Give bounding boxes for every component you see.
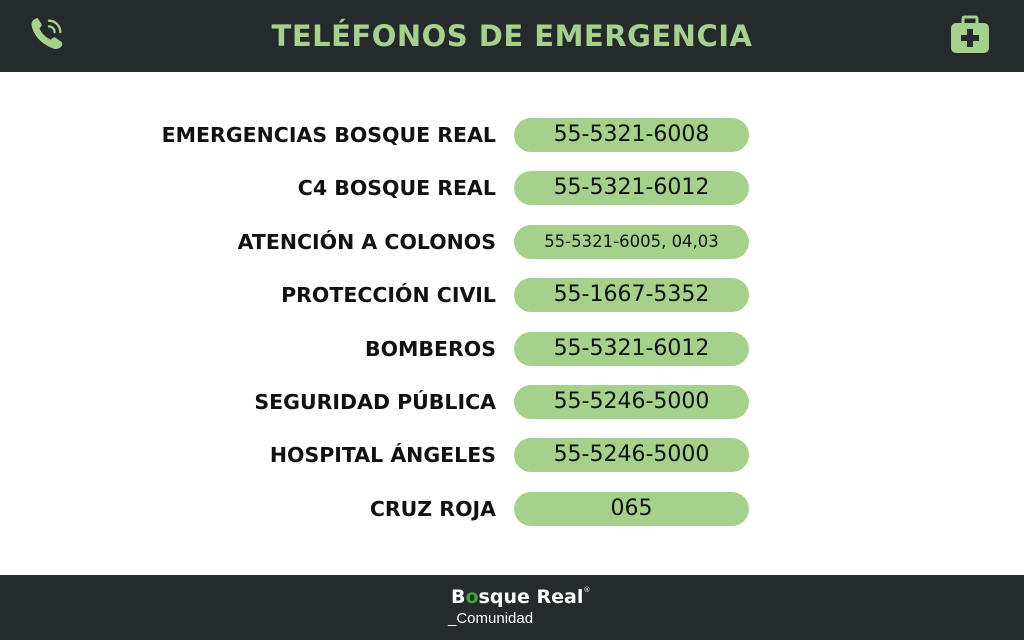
contact-row: EMERGENCIAS BOSQUE REAL 55-5321-6008 <box>0 108 1024 161</box>
page-title: TELÉFONOS DE EMERGENCIA <box>271 19 753 53</box>
contact-label: C4 BOSQUE REAL <box>297 176 496 201</box>
brand-mark: ® <box>583 586 591 594</box>
brand-accent-letter: o <box>465 586 479 608</box>
contact-row: HOSPITAL ÁNGELES 55-5246-5000 <box>0 428 1024 481</box>
phone-icon <box>31 17 63 50</box>
contact-phone[interactable]: 55-5321-6012 <box>514 331 749 366</box>
brand-name: sque Real <box>478 586 584 608</box>
header-bar: TELÉFONOS DE EMERGENCIA <box>0 0 1024 72</box>
contact-phone[interactable]: 55-5321-6005, 04,03 <box>514 224 749 259</box>
contact-phone[interactable]: 55-5321-6012 <box>514 171 749 206</box>
contact-label: SEGURIDAD PÚBLICA <box>254 389 496 414</box>
brand-letter: B <box>451 586 466 608</box>
contact-row: C4 BOSQUE REAL 55-5321-6012 <box>0 161 1024 214</box>
footer-bar <box>0 575 1024 640</box>
contact-label: BOMBEROS <box>364 336 496 361</box>
contact-row: BOMBEROS 55-5321-6012 <box>0 322 1024 375</box>
contact-phone[interactable]: 55-1667-5352 <box>514 278 749 313</box>
contact-row: SEGURIDAD PÚBLICA 55-5246-5000 <box>0 375 1024 428</box>
brand-logo: Bosque Real® <box>451 586 590 608</box>
contact-phone[interactable]: 065 <box>514 491 749 526</box>
first-aid-kit-icon <box>951 15 989 53</box>
contact-label: EMERGENCIAS BOSQUE REAL <box>161 123 496 147</box>
contact-label: PROTECCIÓN CIVIL <box>281 283 496 308</box>
contact-list: EMERGENCIAS BOSQUE REAL 55-5321-6008 C4 … <box>0 108 1024 535</box>
contact-label: ATENCIÓN A COLONOS <box>237 229 496 254</box>
contact-row: PROTECCIÓN CIVIL 55-1667-5352 <box>0 268 1024 321</box>
contact-label: CRUZ ROJA <box>369 496 496 521</box>
contact-phone[interactable]: 55-5321-6008 <box>514 118 749 152</box>
contact-row: CRUZ ROJA 065 <box>0 482 1024 535</box>
contact-phone[interactable]: 55-5246-5000 <box>514 438 749 473</box>
brand-subtitle: _Comunidad <box>448 610 534 627</box>
contact-phone[interactable]: 55-5246-5000 <box>514 384 749 419</box>
contact-row: ATENCIÓN A COLONOS 55-5321-6005, 04,03 <box>0 215 1024 268</box>
contact-label: HOSPITAL ÁNGELES <box>269 443 496 468</box>
